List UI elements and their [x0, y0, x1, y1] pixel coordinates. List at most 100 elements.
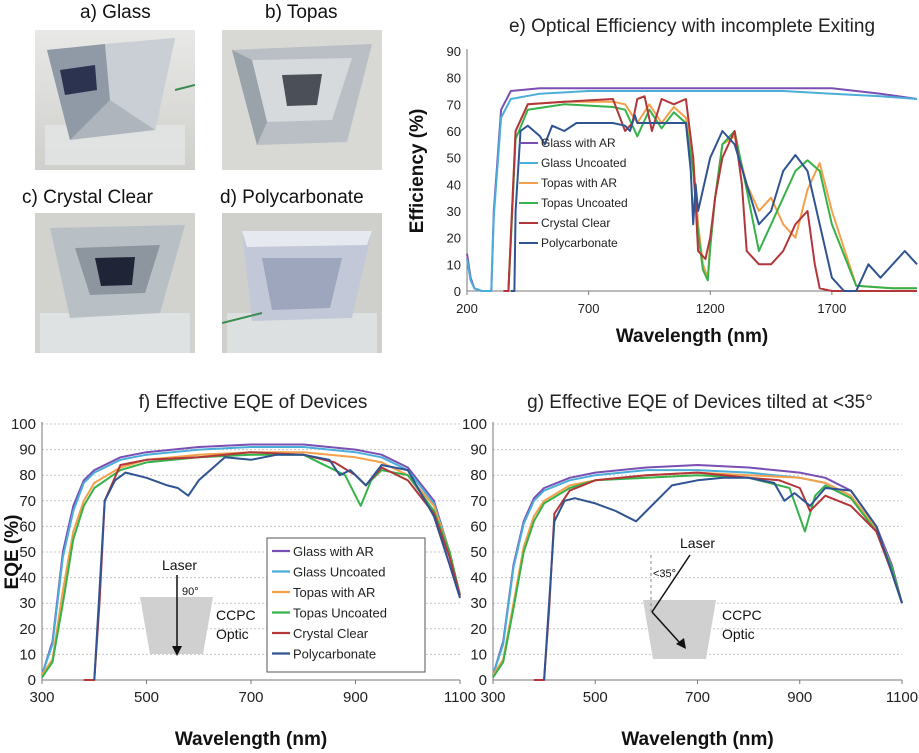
x-axis-label: Wavelength (nm)	[621, 729, 773, 750]
y-tick-label: 70	[447, 97, 461, 112]
series-line-polycarbonate	[510, 114, 918, 292]
y-axis-label: Efficiency (%)	[407, 109, 428, 234]
angle-label: 90°	[182, 586, 199, 598]
x-axis-label: Wavelength (nm)	[616, 326, 768, 347]
x-tick-label: 300	[29, 689, 54, 706]
x-tick-label: 900	[343, 689, 368, 706]
photo-label-glass: a) Glass	[80, 2, 151, 23]
y-tick-label: 50	[470, 544, 487, 561]
y-tick-label: 10	[19, 646, 36, 663]
optic-label-line2: Optic	[216, 626, 249, 642]
y-tick-label: 0	[479, 672, 487, 689]
y-tick-label: 40	[447, 177, 461, 192]
y-tick-label: 30	[19, 595, 36, 612]
polycarbonate-optic-photo	[222, 213, 382, 353]
photo-label-topas: b) Topas	[265, 2, 338, 23]
chart-optical-efficiency: e) Optical Efficiency with incomplete Ex…	[407, 16, 918, 347]
photo-label-crystal-clear: c) Crystal Clear	[22, 187, 153, 208]
chart-title: e) Optical Efficiency with incomplete Ex…	[509, 16, 875, 37]
x-tick-label: 1700	[817, 301, 846, 316]
y-tick-label: 20	[19, 621, 36, 638]
legend-label: Topas with AR	[541, 176, 617, 190]
legend-label: Glass with AR	[541, 136, 616, 150]
legend-label: Crystal Clear	[541, 216, 610, 230]
x-tick-label: 1200	[696, 301, 725, 316]
chart-effective-eqe: f) Effective EQE of Devices 0 10 20 30 40 50 60…	[2, 392, 476, 750]
x-tick-label: 700	[238, 689, 263, 706]
y-tick-label: 90	[447, 44, 461, 59]
series-line-crystal-clear	[533, 471, 903, 681]
y-tick-label: 40	[19, 570, 36, 587]
series-line-topas-uncoated	[492, 474, 903, 678]
x-tick-label: 700	[685, 689, 710, 706]
glass-optic-photo	[35, 30, 195, 170]
y-tick-label: 30	[447, 204, 461, 219]
y-tick-label: 70	[470, 493, 487, 510]
legend-label: Polycarbonate	[541, 236, 618, 250]
series-line-polycarbonate	[93, 453, 461, 681]
y-tick-label: 0	[28, 672, 36, 689]
y-tick-label: 60	[447, 124, 461, 139]
y-tick-label: 70	[19, 493, 36, 510]
x-tick-label: 300	[480, 689, 505, 706]
y-tick-label: 60	[470, 518, 487, 535]
laser-label: Laser	[680, 535, 715, 551]
photo-label-polycarbonate: d) Polycarbonate	[220, 187, 364, 208]
optic-label-line2: Optic	[722, 626, 755, 642]
x-tick-label: 500	[134, 689, 159, 706]
legend-label: Crystal Clear	[293, 626, 369, 641]
y-tick-label: 90	[19, 442, 36, 459]
legend-label: Topas with AR	[293, 585, 375, 600]
y-tick-label: 80	[19, 467, 36, 484]
legend-label: Polycarbonate	[293, 647, 376, 662]
optic-label-line1: CCPC	[722, 607, 762, 623]
laser-arrow-in	[651, 554, 691, 613]
x-tick-label: 500	[583, 689, 608, 706]
x-tick-label: 700	[578, 301, 600, 316]
chart-title: f) Effective EQE of Devices	[139, 392, 368, 413]
series-line-glass-ar	[41, 443, 461, 676]
angle-label: <35°	[653, 568, 676, 580]
topas-optic-photo	[222, 30, 382, 170]
y-tick-label: 10	[447, 257, 461, 272]
series-line-glass-uncoated	[466, 90, 918, 292]
legend-label: Topas Uncoated	[541, 196, 628, 210]
legend-box	[266, 537, 426, 673]
laser-label: Laser	[162, 557, 197, 573]
series-line-glass-uncoated	[41, 446, 461, 676]
crystal-clear-optic-photo	[35, 213, 195, 353]
legend-label: Topas Uncoated	[293, 606, 387, 621]
laser-arrow-out	[651, 611, 681, 644]
y-tick-label: 80	[447, 71, 461, 86]
y-tick-label: 30	[470, 595, 487, 612]
y-tick-label: 20	[447, 231, 461, 246]
y-tick-label: 80	[470, 467, 487, 484]
y-tick-label: 0	[454, 284, 461, 299]
series-line-crystal-clear	[503, 95, 917, 292]
series-line-polycarbonate	[543, 476, 903, 681]
laser-arrowhead	[676, 638, 686, 649]
y-tick-label: 20	[470, 621, 487, 638]
series-line-topas-uncoated	[41, 453, 461, 678]
ccpc-optic-shape	[643, 600, 716, 659]
legend-label: Glass with AR	[293, 544, 374, 559]
chart-title: g) Effective EQE of Devices tilted at <3…	[527, 392, 873, 413]
optic-label-line1: CCPC	[216, 607, 256, 623]
y-tick-label: 40	[470, 570, 487, 587]
y-tick-label: 60	[19, 518, 36, 535]
y-tick-label: 50	[19, 544, 36, 561]
y-tick-label: 90	[470, 442, 487, 459]
y-tick-label: 50	[447, 151, 461, 166]
y-tick-label: 10	[470, 646, 487, 663]
chart-effective-eqe-tilted: g) Effective EQE of Devices tilted at <3…	[462, 392, 918, 750]
laser-arrowhead	[172, 646, 182, 656]
series-line-topas-uncoated	[503, 103, 917, 292]
y-tick-label: 100	[462, 416, 487, 433]
y-axis-label: EQE (%)	[2, 515, 23, 590]
x-tick-label: 900	[787, 689, 812, 706]
x-tick-label: 1100	[444, 689, 476, 706]
y-tick-label: 100	[11, 416, 36, 433]
legend-label: Glass Uncoated	[293, 565, 386, 580]
x-tick-label: 200	[456, 301, 478, 316]
